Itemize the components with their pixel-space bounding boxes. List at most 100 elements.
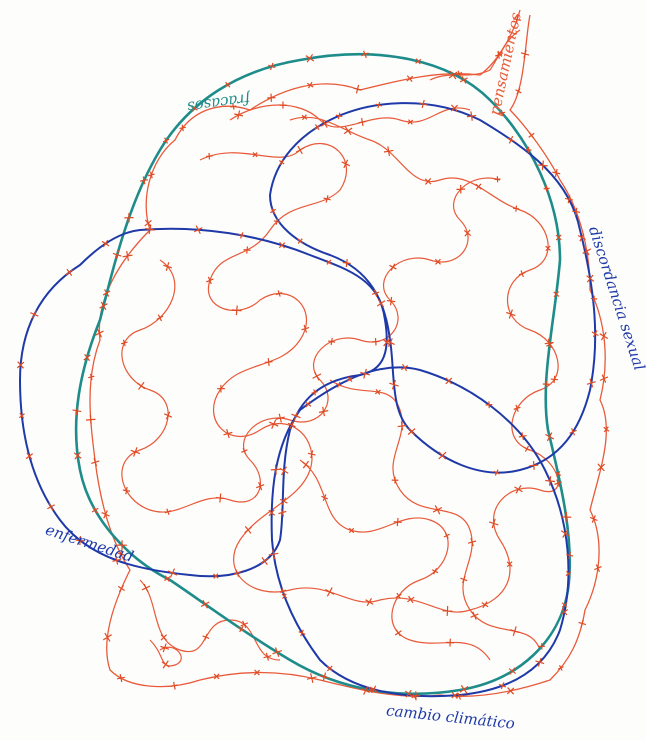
cross-mark — [88, 373, 95, 381]
cross-mark — [341, 159, 351, 169]
cross-mark — [451, 691, 459, 699]
cross-mark — [263, 652, 272, 661]
cross-mark — [231, 305, 242, 316]
cross-mark — [466, 111, 477, 121]
cross-mark — [170, 681, 179, 690]
cross-mark — [120, 339, 128, 347]
cross-mark — [365, 597, 374, 607]
cross-mark — [498, 109, 506, 117]
cross-mark — [99, 301, 108, 311]
cross-mark — [369, 685, 378, 694]
cross-mark — [230, 103, 237, 110]
cross-mark — [287, 421, 296, 430]
red-thread-inner-3 — [299, 379, 541, 661]
cross-mark — [335, 381, 342, 388]
cross-mark — [561, 602, 568, 608]
cross-mark — [493, 469, 500, 476]
red-thread-inner-2 — [121, 177, 501, 513]
cross-mark — [594, 564, 602, 572]
cross-mark — [91, 457, 100, 467]
cross-mark — [374, 388, 381, 395]
cross-mark — [514, 485, 523, 494]
cross-mark — [432, 505, 443, 515]
cross-mark — [389, 263, 397, 271]
cross-mark — [164, 575, 171, 582]
cross-mark — [205, 152, 213, 160]
cross-mark — [603, 426, 610, 433]
cross-mark — [223, 429, 233, 439]
cross-mark — [301, 114, 308, 121]
cross-mark — [545, 245, 551, 252]
cross-mark — [393, 517, 402, 527]
cross-mark — [459, 684, 469, 694]
cross-mark — [407, 427, 416, 436]
cross-mark — [122, 486, 131, 495]
cross-mark — [515, 88, 522, 95]
cross-mark — [144, 219, 152, 227]
cross-mark — [442, 606, 453, 616]
cross-mark — [279, 466, 289, 476]
cross-mark — [272, 647, 283, 658]
cross-mark — [342, 258, 351, 267]
crossing-marks — [16, 15, 610, 701]
cross-mark — [506, 561, 513, 568]
cross-mark — [498, 682, 507, 690]
cross-mark — [202, 633, 210, 641]
cross-mark — [264, 358, 273, 366]
blue-loop-enfermedad — [18, 227, 388, 578]
cross-mark — [112, 250, 122, 260]
cross-mark — [555, 234, 562, 241]
cross-mark — [545, 432, 555, 442]
cross-mark — [273, 218, 281, 225]
cross-mark — [446, 638, 455, 647]
cross-mark — [577, 233, 586, 242]
cross-mark — [538, 160, 548, 171]
cross-mark — [304, 400, 312, 408]
cross-mark — [191, 105, 198, 112]
cross-mark — [456, 184, 466, 194]
cross-mark — [260, 557, 269, 566]
cross-mark — [323, 195, 331, 203]
cross-mark — [156, 314, 164, 322]
cross-mark — [353, 84, 362, 94]
cross-mark — [179, 124, 186, 132]
cross-mark — [407, 595, 415, 604]
cross-mark — [383, 146, 394, 157]
cross-mark — [295, 145, 305, 155]
cross-mark — [528, 132, 535, 139]
cross-mark — [509, 626, 520, 637]
cross-mark — [112, 555, 122, 565]
cross-mark — [16, 361, 25, 369]
cross-mark — [321, 494, 329, 502]
cross-mark — [578, 619, 587, 628]
cross-mark — [233, 569, 242, 577]
cross-mark — [523, 445, 530, 452]
cross-mark — [455, 692, 463, 700]
cross-mark — [65, 268, 73, 276]
cross-mark — [47, 502, 55, 511]
cross-mark — [279, 497, 288, 506]
cross-mark — [555, 471, 562, 477]
cross-mark — [161, 660, 170, 669]
cross-mark — [193, 225, 203, 235]
cross-mark — [513, 15, 522, 24]
cross-mark — [269, 207, 277, 215]
cross-mark — [550, 375, 559, 384]
cross-mark — [375, 101, 383, 109]
cross-mark — [560, 528, 570, 538]
cross-mark — [520, 49, 530, 59]
red-thread-top — [229, 29, 521, 128]
cross-mark — [496, 50, 503, 57]
cross-mark — [253, 669, 261, 676]
cross-mark — [244, 525, 252, 534]
cross-mark — [508, 667, 517, 675]
cross-mark — [307, 450, 316, 459]
cross-mark — [552, 168, 561, 177]
cross-mark — [360, 368, 371, 379]
cross-mark — [538, 643, 545, 650]
cross-mark — [529, 460, 539, 470]
cross-mark — [543, 185, 550, 192]
cross-mark — [238, 625, 245, 633]
cross-mark — [467, 537, 477, 547]
